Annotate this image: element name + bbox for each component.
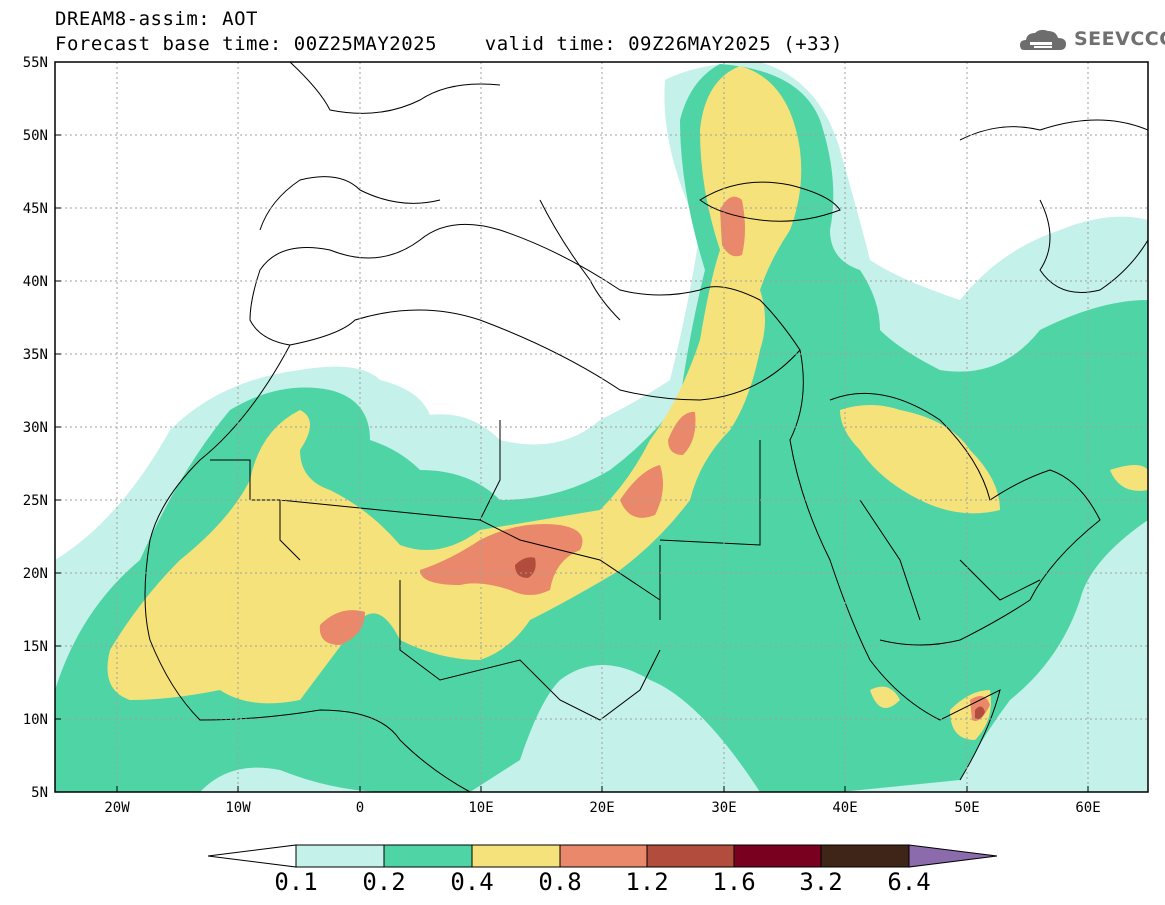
lat-label: 10N <box>23 712 48 728</box>
lat-label: 55N <box>23 55 48 71</box>
lon-label: 20E <box>589 800 614 816</box>
lon-label: 30E <box>711 800 736 816</box>
colorbar-swatch <box>207 844 297 868</box>
map-title: DREAM8-assim: AOT <box>55 8 258 30</box>
graticule <box>55 62 1148 792</box>
lat-label: 35N <box>23 347 48 363</box>
colorbar-swatch <box>733 844 822 868</box>
colorbar-label: 3.2 <box>799 868 843 896</box>
lat-label: 20N <box>23 566 48 582</box>
lon-label: 10W <box>225 800 251 816</box>
lon-label: 50E <box>954 800 979 816</box>
lat-label: 5N <box>31 785 48 801</box>
colorbar-label: 0.2 <box>362 868 406 896</box>
coastlines <box>144 62 1148 792</box>
lon-label: 40E <box>832 800 857 816</box>
forecast-times: Forecast base time: 00Z25MAY2025 valid t… <box>55 33 843 55</box>
cloud-icon <box>1020 29 1066 50</box>
lat-labels: 5N 10N 15N 20N 25N 30N 35N 40N 45N 50N 5… <box>23 55 48 801</box>
colorbar-label: 1.6 <box>712 868 756 896</box>
lat-label: 40N <box>23 274 48 290</box>
colorbar-swatch <box>559 844 648 868</box>
lat-label: 15N <box>23 639 48 655</box>
lat-label: 30N <box>23 420 48 436</box>
colorbar-label: 6.4 <box>887 868 931 896</box>
lat-label: 45N <box>23 201 48 217</box>
colorbar-label: 0.1 <box>274 868 318 896</box>
colorbar-swatch <box>383 844 473 868</box>
lon-label: 0 <box>356 800 364 816</box>
lon-label: 60E <box>1075 800 1100 816</box>
lon-label: 20W <box>104 800 130 816</box>
colorbar-label: 0.8 <box>538 868 582 896</box>
logo-text: SEEVCCC <box>1074 28 1165 50</box>
axis-ticks <box>55 61 1089 793</box>
colorbar-swatch <box>820 844 910 868</box>
lon-label: 10E <box>468 800 493 816</box>
lat-label: 50N <box>23 128 48 144</box>
colorbar-swatch <box>295 844 385 868</box>
colorbar-label: 1.2 <box>625 868 669 896</box>
colorbar-swatch <box>908 844 998 868</box>
colorbar <box>207 844 998 868</box>
colorbar-swatch <box>471 844 561 868</box>
colorbar-swatch <box>646 844 735 868</box>
colorbar-label: 0.4 <box>450 868 494 896</box>
lat-label: 25N <box>23 493 48 509</box>
lon-labels: 20W 10W 0 10E 20E 30E 40E 50E 60E <box>104 800 1100 816</box>
